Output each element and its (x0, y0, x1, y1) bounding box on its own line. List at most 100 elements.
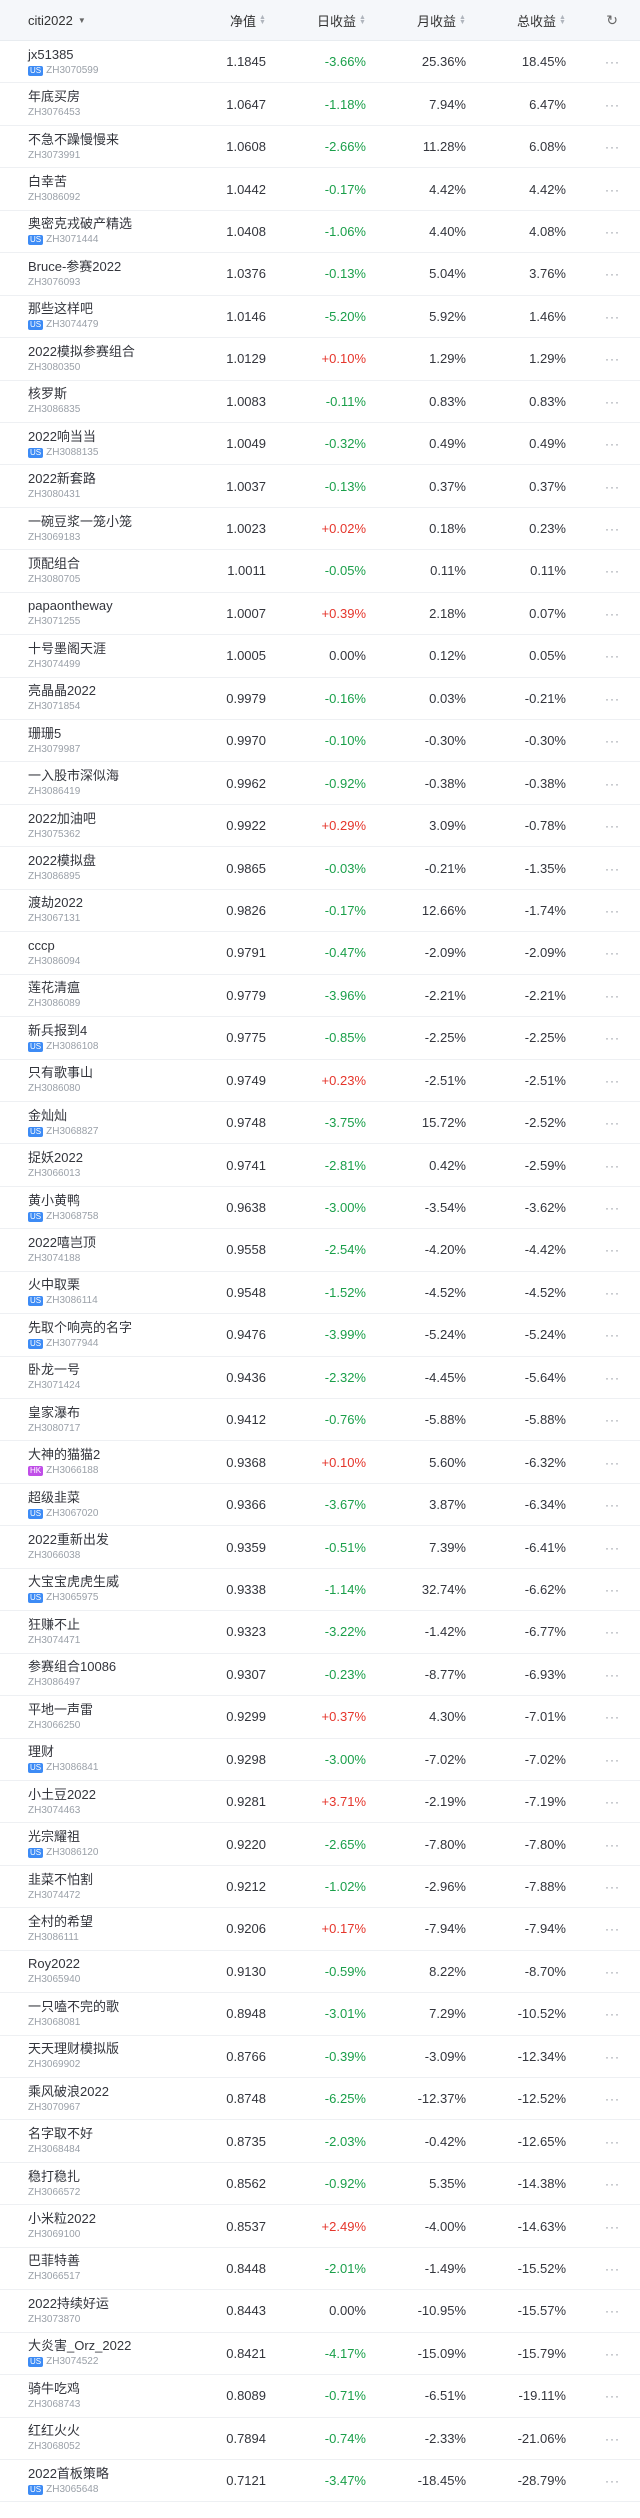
more-button[interactable]: ··· (566, 2134, 640, 2149)
more-button[interactable]: ··· (566, 2091, 640, 2106)
portfolio-name[interactable]: 新兵报到4 (28, 1022, 88, 1038)
portfolio-cell[interactable]: 2022重新出发 ZH3066038 (0, 1532, 180, 1562)
table-row[interactable]: 全村的希望 ZH3086111 0.9206 +0.17% -7.94% -7.… (0, 1908, 640, 1951)
table-row[interactable]: 2022首板策略 US ZH3065648 0.7121 -3.47% -18.4… (0, 2460, 640, 2503)
portfolio-name[interactable]: 核罗斯 (28, 386, 68, 402)
table-row[interactable]: 2022加油吧 ZH3075362 0.9922 +0.29% 3.09% -0… (0, 805, 640, 848)
table-row[interactable]: 年底买房 ZH3076453 1.0647 -1.18% 7.94% 6.47%… (0, 83, 640, 126)
portfolio-cell[interactable]: 2022首板策略 US ZH3065648 (0, 2466, 180, 2496)
table-row[interactable]: 莲花清瘟 ZH3086089 0.9779 -3.96% -2.21% -2.2… (0, 975, 640, 1018)
more-button[interactable]: ··· (566, 97, 640, 112)
table-row[interactable]: 大神的猫猫2 HK ZH3066188 0.9368 +0.10% 5.60% -… (0, 1441, 640, 1484)
portfolio-cell[interactable]: 莲花清瘟 ZH3086089 (0, 980, 180, 1010)
portfolio-cell[interactable]: 只有歌事山 ZH3086080 (0, 1065, 180, 1095)
table-row[interactable]: 2022模拟盘 ZH3086895 0.9865 -0.03% -0.21% -… (0, 847, 640, 890)
portfolio-name[interactable]: 年底买房 (28, 89, 81, 105)
portfolio-name[interactable]: 莲花清瘟 (28, 980, 81, 996)
table-row[interactable]: 皇家瀑布 ZH3080717 0.9412 -0.76% -5.88% -5.8… (0, 1399, 640, 1442)
portfolio-name[interactable]: 捉妖2022 (28, 1150, 83, 1166)
sort-day-header[interactable]: 日收益 ▲ ▼ (266, 11, 366, 30)
portfolio-cell[interactable]: 骑牛吃鸡 ZH3068743 (0, 2381, 180, 2411)
table-row[interactable]: 稳打稳扎 ZH3066572 0.8562 -0.92% 5.35% -14.3… (0, 2163, 640, 2206)
more-button[interactable]: ··· (566, 1540, 640, 1555)
table-row[interactable]: 大宝宝虎虎生威 US ZH3065975 0.9338 -1.14% 32.74%… (0, 1569, 640, 1612)
portfolio-cell[interactable]: 渡劫2022 ZH3067131 (0, 895, 180, 925)
table-row[interactable]: 珊珊5 ZH3079987 0.9970 -0.10% -0.30% -0.30… (0, 720, 640, 763)
portfolio-cell[interactable]: papaontheway ZH3071255 (0, 598, 180, 628)
group-selector[interactable]: citi2022 ▼ (0, 13, 180, 28)
portfolio-cell[interactable]: 狂赚不止 ZH3074471 (0, 1617, 180, 1647)
more-button[interactable]: ··· (566, 1667, 640, 1682)
more-button[interactable]: ··· (566, 691, 640, 706)
portfolio-cell[interactable]: 白幸苦 ZH3086092 (0, 174, 180, 204)
table-row[interactable]: 骑牛吃鸡 ZH3068743 0.8089 -0.71% -6.51% -19.… (0, 2375, 640, 2418)
table-row[interactable]: 十号墨阁天涯 ZH3074499 1.0005 0.00% 0.12% 0.05… (0, 635, 640, 678)
portfolio-cell[interactable]: 2022新套路 ZH3080431 (0, 471, 180, 501)
portfolio-cell[interactable]: jx51385 US ZH3070599 (0, 47, 180, 77)
portfolio-name[interactable]: 小土豆2022 (28, 1786, 96, 1802)
table-row[interactable]: Bruce-参赛2022 ZH3076093 1.0376 -0.13% 5.0… (0, 253, 640, 296)
table-row[interactable]: 2022重新出发 ZH3066038 0.9359 -0.51% 7.39% -… (0, 1526, 640, 1569)
portfolio-cell[interactable]: 2022持续好运 ZH3073870 (0, 2296, 180, 2326)
more-button[interactable]: ··· (566, 648, 640, 663)
portfolio-name[interactable]: 2022嘻岂顶 (28, 1234, 96, 1250)
more-button[interactable]: ··· (566, 394, 640, 409)
portfolio-cell[interactable]: 先取个响亮的名字 US ZH3077944 (0, 1320, 180, 1350)
portfolio-cell[interactable]: 超级韭菜 US ZH3067020 (0, 1490, 180, 1520)
table-row[interactable]: 2022模拟参赛组合 ZH3080350 1.0129 +0.10% 1.29%… (0, 338, 640, 381)
more-button[interactable]: ··· (566, 2431, 640, 2446)
more-button[interactable]: ··· (566, 1624, 640, 1639)
portfolio-name[interactable]: 韭菜不怕割 (28, 1871, 94, 1887)
sort-month-header[interactable]: 月收益 ▲ ▼ (366, 11, 466, 30)
table-row[interactable]: 参赛组合10086 ZH3086497 0.9307 -0.23% -8.77%… (0, 1654, 640, 1697)
portfolio-name[interactable]: 小米粒2022 (28, 2211, 96, 2227)
table-row[interactable]: 天天理财模拟版 ZH3069902 0.8766 -0.39% -3.09% -… (0, 2036, 640, 2078)
portfolio-name[interactable]: 参赛组合10086 (28, 1659, 117, 1675)
portfolio-cell[interactable]: 理财 US ZH3086841 (0, 1744, 180, 1774)
portfolio-cell[interactable]: 金灿灿 US ZH3068827 (0, 1108, 180, 1138)
portfolio-name[interactable]: 金灿灿 (28, 1107, 68, 1123)
portfolio-name[interactable]: 亮晶晶2022 (28, 683, 96, 699)
portfolio-name[interactable]: 卧龙一号 (28, 1362, 81, 1378)
more-button[interactable]: ··· (566, 2219, 640, 2234)
more-button[interactable]: ··· (566, 1115, 640, 1130)
table-row[interactable]: 卧龙一号 ZH3071424 0.9436 -2.32% -4.45% -5.6… (0, 1357, 640, 1399)
table-row[interactable]: 狂赚不止 ZH3074471 0.9323 -3.22% -1.42% -6.7… (0, 1611, 640, 1654)
table-row[interactable]: 超级韭菜 US ZH3067020 0.9366 -3.67% 3.87% -6.… (0, 1484, 640, 1527)
portfolio-name[interactable]: 不急不躁慢慢来 (28, 131, 120, 147)
table-row[interactable]: 2022持续好运 ZH3073870 0.8443 0.00% -10.95% … (0, 2290, 640, 2333)
portfolio-name[interactable]: 黄小黄鸭 (28, 1192, 81, 1208)
portfolio-cell[interactable]: 十号墨阁天涯 ZH3074499 (0, 641, 180, 671)
portfolio-name[interactable]: 白幸苦 (28, 174, 68, 190)
table-row[interactable]: 核罗斯 ZH3086835 1.0083 -0.11% 0.83% 0.83% … (0, 381, 640, 423)
table-row[interactable]: 2022嘻岂顶 ZH3074188 0.9558 -2.54% -4.20% -… (0, 1229, 640, 1272)
more-button[interactable]: ··· (566, 1582, 640, 1597)
more-button[interactable]: ··· (566, 945, 640, 960)
more-button[interactable]: ··· (566, 1285, 640, 1300)
portfolio-name[interactable]: 狂赚不止 (28, 1616, 81, 1632)
portfolio-cell[interactable]: 天天理财模拟版 ZH3069902 (0, 2041, 180, 2071)
more-button[interactable]: ··· (566, 1158, 640, 1173)
table-row[interactable]: 理财 US ZH3086841 0.9298 -3.00% -7.02% -7.0… (0, 1739, 640, 1781)
more-button[interactable]: ··· (566, 988, 640, 1003)
table-row[interactable]: 白幸苦 ZH3086092 1.0442 -0.17% 4.42% 4.42% … (0, 168, 640, 211)
portfolio-cell[interactable]: 2022模拟盘 ZH3086895 (0, 853, 180, 883)
table-row[interactable]: cccp ZH3086094 0.9791 -0.47% -2.09% -2.0… (0, 932, 640, 975)
portfolio-name[interactable]: 巴菲特善 (28, 2253, 81, 2269)
more-button[interactable]: ··· (566, 521, 640, 536)
portfolio-name[interactable]: 乘风破浪2022 (28, 2083, 109, 2099)
portfolio-name[interactable]: 2022首板策略 (28, 2465, 109, 2481)
more-button[interactable]: ··· (566, 436, 640, 451)
portfolio-name[interactable]: 只有歌事山 (28, 1065, 94, 1081)
portfolio-cell[interactable]: 珊珊5 ZH3079987 (0, 726, 180, 756)
portfolio-cell[interactable]: Roy2022 ZH3065940 (0, 1956, 180, 1986)
portfolio-name[interactable]: 2022响当当 (28, 428, 96, 444)
table-row[interactable]: 一入股市深似海 ZH3086419 0.9962 -0.92% -0.38% -… (0, 762, 640, 805)
portfolio-cell[interactable]: 2022嘻岂顶 ZH3074188 (0, 1235, 180, 1265)
more-button[interactable]: ··· (566, 309, 640, 324)
table-row[interactable]: 2022新套路 ZH3080431 1.0037 -0.13% 0.37% 0.… (0, 465, 640, 508)
portfolio-name[interactable]: 2022持续好运 (28, 2295, 109, 2311)
more-button[interactable]: ··· (566, 479, 640, 494)
more-button[interactable]: ··· (566, 2303, 640, 2318)
table-row[interactable]: 奥密克戎破产精选 US ZH3071444 1.0408 -1.06% 4.40%… (0, 211, 640, 254)
